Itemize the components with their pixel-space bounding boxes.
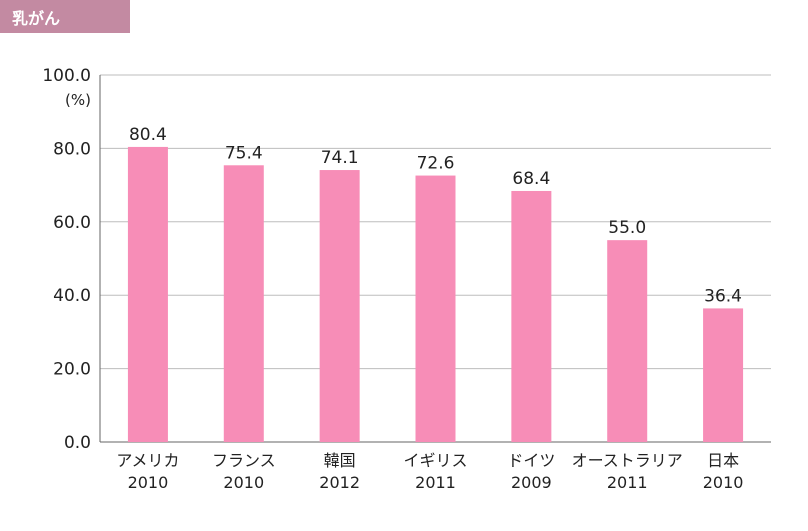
- y-tick-label: 0.0: [64, 433, 91, 453]
- bar: [607, 240, 648, 442]
- x-tick-label-year: 2010: [128, 473, 169, 492]
- data-label: 72.6: [417, 154, 455, 174]
- x-tick-label-country: 韓国: [324, 451, 356, 470]
- bar: [511, 190, 552, 442]
- x-tick-label-year: 2012: [319, 473, 360, 492]
- data-label: 55.0: [608, 218, 646, 238]
- bar: [415, 175, 456, 443]
- data-label: 80.4: [129, 125, 167, 145]
- y-tick-label: 80.0: [53, 139, 91, 159]
- bar: [319, 170, 360, 443]
- data-label: 36.4: [704, 286, 742, 306]
- x-tick-label-country: フランス: [212, 451, 276, 470]
- section-tag-label: 乳がん: [12, 8, 61, 28]
- x-tick-label-country: ドイツ: [507, 451, 555, 470]
- data-label: 74.1: [321, 148, 359, 168]
- data-label: 68.4: [512, 169, 550, 189]
- bar: [127, 146, 168, 442]
- x-tick-label-year: 2010: [703, 473, 744, 492]
- y-tick-label: 100.0: [42, 66, 91, 86]
- x-tick-label-year: 2010: [223, 473, 264, 492]
- x-tick-label-country: 日本: [707, 451, 739, 470]
- data-label: 75.4: [225, 143, 263, 163]
- x-tick-label-country: オーストラリア: [572, 451, 683, 470]
- bar: [223, 165, 264, 443]
- y-tick-label: 40.0: [53, 286, 91, 306]
- section-tag: 乳がん: [0, 0, 130, 33]
- y-tick-label: 20.0: [53, 360, 91, 380]
- x-tick-label-country: アメリカ: [116, 451, 179, 470]
- bar: [703, 308, 744, 442]
- y-tick-label: 60.0: [53, 213, 91, 233]
- x-tick-label-year: 2011: [607, 473, 648, 492]
- x-tick-label-year: 2009: [511, 473, 552, 492]
- x-tick-label-year: 2011: [415, 473, 456, 492]
- y-unit-label: (%): [65, 91, 91, 109]
- x-tick-label-country: イギリス: [403, 451, 467, 470]
